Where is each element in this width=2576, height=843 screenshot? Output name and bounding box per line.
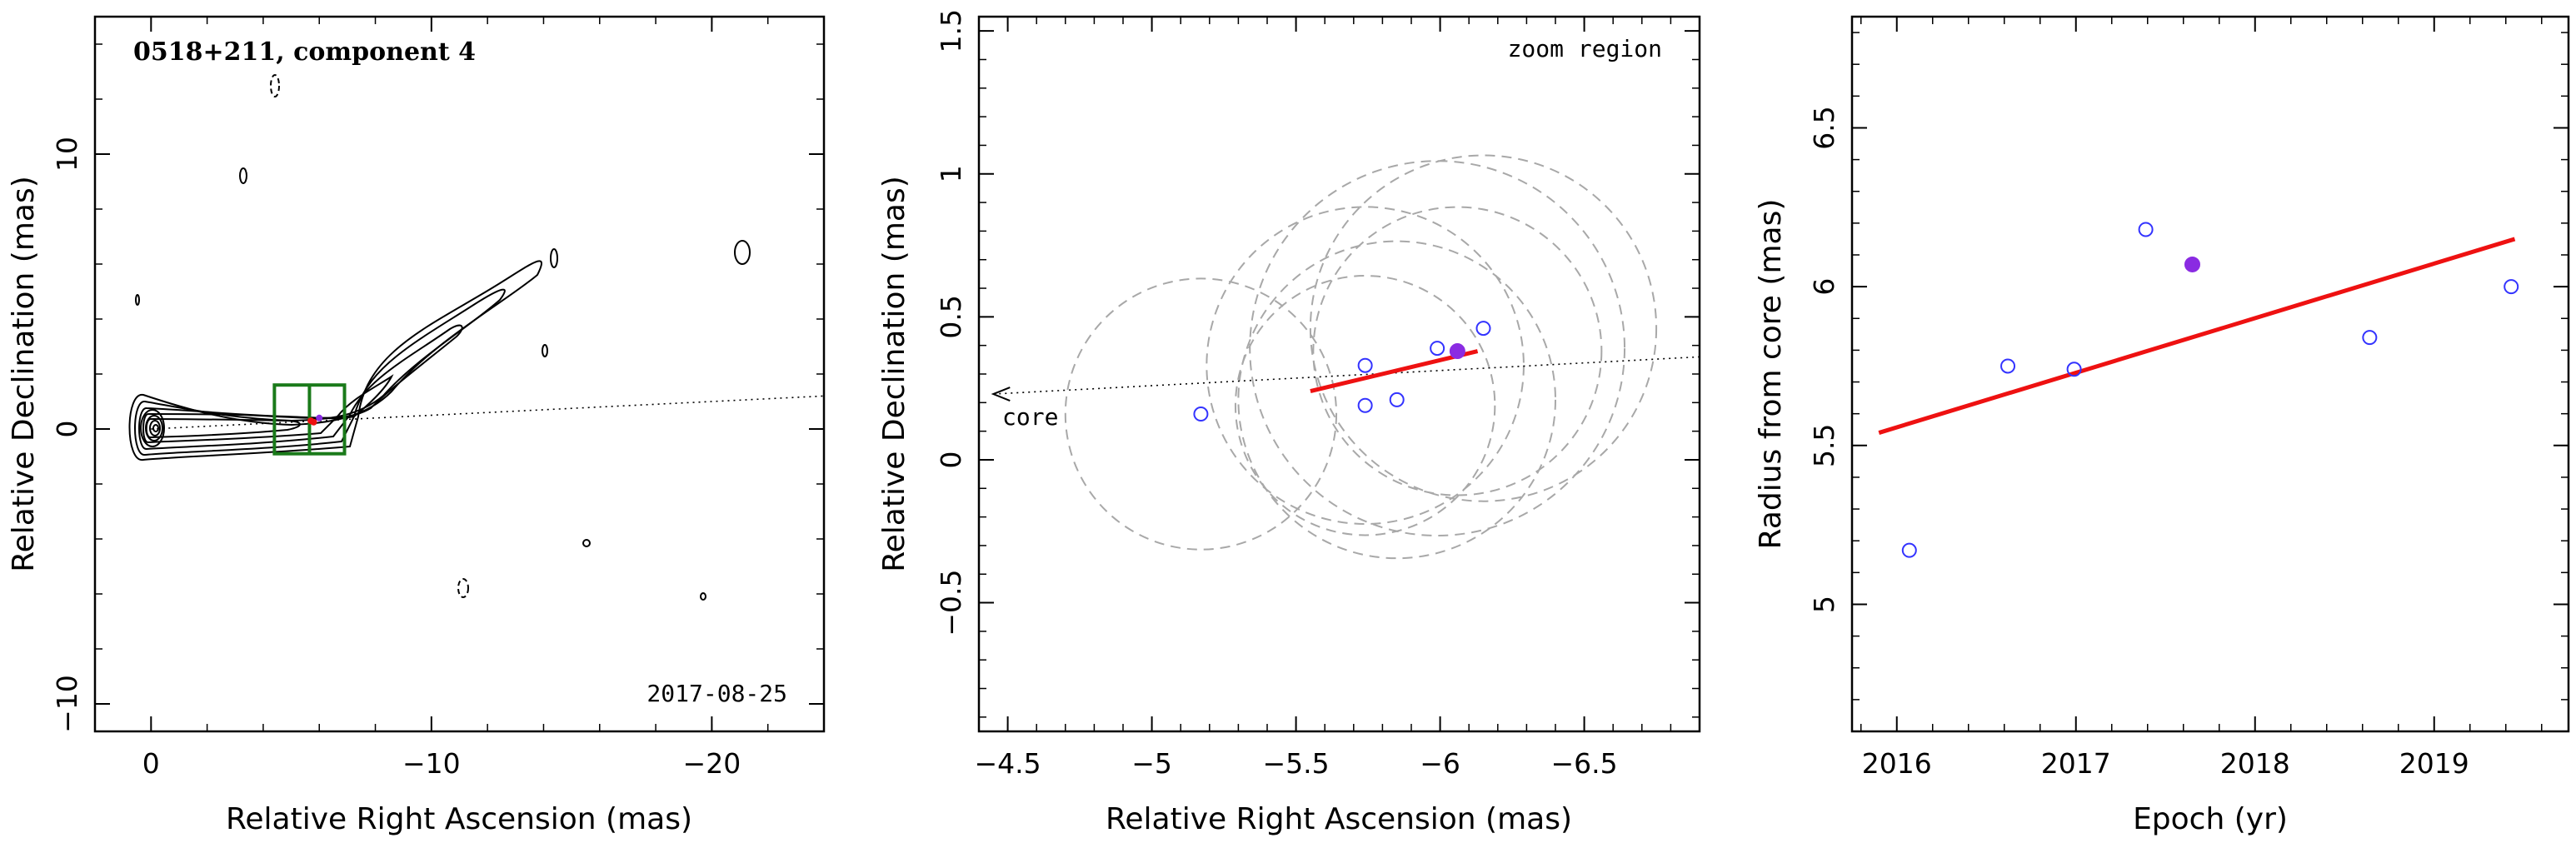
y-tick-label: 0 [935,451,967,468]
zoom-region-annotation: zoom region [1508,35,1662,62]
radius-point [2138,222,2154,237]
contour-line [270,74,280,97]
panel-zoom-region: −4.5 −5 −5.5 −6 −6.5 −0.5 0 0.5 1 1.5 zoom region… [877,9,1701,836]
uncertainty-circle [1234,275,1496,536]
uncertainty-circle [1249,160,1626,537]
y-tick-label: 5.5 [1808,424,1840,467]
y-axis-label: Relative Declination (mas) [7,176,41,572]
component-marker [316,414,323,422]
radius-point [2000,358,2016,374]
contour-line [582,539,591,547]
x-tick-label: −4.5 [975,747,1041,780]
contour-line [457,578,469,598]
x-tick-label: 2016 [1862,747,1932,780]
contour-line [135,294,140,306]
y-tick-label: 0 [51,421,83,438]
x-tick-label: −5 [1131,747,1172,780]
core-arrowhead [991,387,1011,402]
position-point [1193,407,1209,422]
y-axis-label: Relative Declination (mas) [877,176,911,572]
uncertainty-circle [1206,206,1525,526]
panel-radius-vs-epoch: 2016 2017 2018 2019 5 5.5 6 6.5 Epoch (yr) Radi… [1754,15,2570,836]
y-axis-label: Radius from core (mas) [1754,199,1788,550]
trajectory-fit-line [1310,349,1479,394]
uncertainty-circle [1237,240,1556,560]
axes-frame [977,15,1701,733]
x-tick-label: −20 [683,747,741,780]
contour-line [134,288,506,456]
x-tick-label: −10 [402,747,461,780]
x-axis-label: Epoch (yr) [2133,802,2288,836]
contour-line [542,344,548,357]
y-tick-label: 0.5 [935,295,967,338]
position-point [1389,392,1405,407]
uncertainty-circle [1309,154,1658,502]
x-tick-label: 0 [142,747,160,780]
x-tick-label: −6 [1420,747,1460,780]
y-tick-label: −0.5 [935,569,967,636]
x-tick-label: 2019 [2399,747,2469,780]
radius-fit-line [1878,237,2516,435]
axes-frame [93,15,826,733]
contour-line [142,374,394,443]
contour-line [128,260,542,461]
uncertainty-circle [1064,277,1338,551]
contour-line [734,240,751,265]
y-tick-label: 10 [51,137,83,172]
jet-axis-line [151,395,825,430]
x-axis-label: Relative Right Ascension (mas) [226,802,692,836]
current-epoch-point [2184,256,2200,272]
axes-frame [1850,15,2570,733]
map-title: 0518+211, component 4 [133,37,476,67]
x-axis-label: Relative Right Ascension (mas) [1106,802,1572,836]
contour-line [550,248,558,268]
component-marker [310,418,317,426]
radius-point [2504,279,2519,295]
y-tick-label: 1.5 [935,9,967,52]
core-direction-label: core [1002,403,1058,431]
uncertainty-circle [1312,206,1603,496]
x-tick-label: −5.5 [1263,747,1330,780]
radius-point [2362,330,2378,346]
y-tick-label: 6.5 [1808,106,1840,149]
contour-line [239,167,247,184]
y-tick-label: 6 [1808,278,1840,296]
panel-contour-map: 0 −10 −20 −10 0 10 0518+211, component 4 2017… [7,15,826,836]
y-tick-label: 1 [935,165,967,182]
contour-line [149,420,161,436]
jet-axis-line [993,356,1700,395]
x-tick-label: −6.5 [1551,747,1618,780]
x-tick-label: 2018 [2220,747,2290,780]
contour-line [700,592,706,601]
position-point [1430,341,1445,357]
radius-point [1901,542,1917,558]
y-tick-label: 5 [1808,596,1840,613]
contour-map [128,74,751,601]
radius-point [2066,362,2082,377]
y-tick-label: −10 [51,675,83,733]
contour-line [145,415,163,441]
position-point [1475,321,1491,337]
epoch-date-label: 2017-08-25 [646,680,787,707]
position-point [1357,397,1373,413]
current-epoch-point [1449,343,1465,360]
position-point [1357,357,1373,373]
x-tick-label: 2017 [2041,747,2111,780]
contour-line [145,417,301,438]
